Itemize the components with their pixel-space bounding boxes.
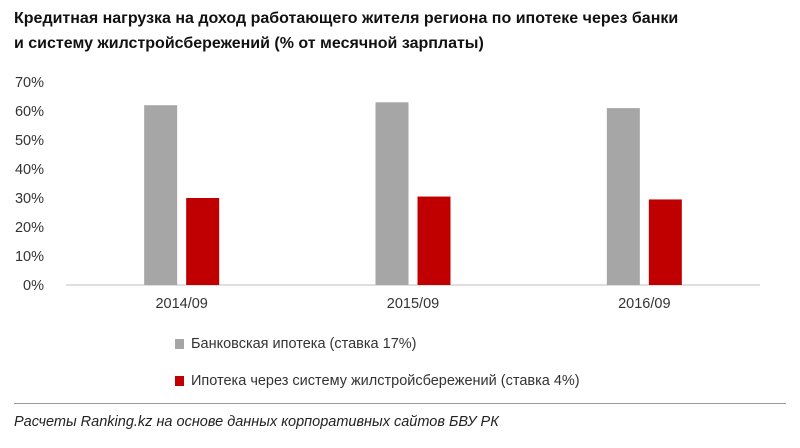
y-tick-label: 50% <box>15 133 44 149</box>
x-tick-label: 2014/09 <box>155 296 207 312</box>
source-note: Расчеты Ranking.kz на основе данных корп… <box>14 414 499 430</box>
footer-divider <box>14 403 786 404</box>
y-tick-label: 0% <box>23 278 44 294</box>
legend-label-housing-savings: Ипотека через систему жилстройсбережений… <box>191 373 580 389</box>
y-tick-label: 10% <box>15 249 44 265</box>
bar-bank-mortgage <box>606 108 640 285</box>
bar-bank-mortgage <box>144 105 178 285</box>
y-tick-label: 70% <box>15 75 44 91</box>
chart-legend: Банковская ипотека (ставка 17%) Ипотека … <box>175 334 580 408</box>
legend-item-bank-mortgage: Банковская ипотека (ставка 17%) <box>175 334 580 354</box>
y-tick-label: 40% <box>15 162 44 178</box>
legend-item-housing-savings: Ипотека через систему жилстройсбережений… <box>175 371 580 391</box>
bar-housing-savings <box>417 196 451 285</box>
legend-swatch-housing-savings <box>175 376 184 386</box>
legend-swatch-bank-mortgage <box>175 339 184 349</box>
y-tick-label: 20% <box>15 220 44 236</box>
y-tick-label: 60% <box>15 104 44 120</box>
bar-housing-savings <box>186 198 220 285</box>
chart-title-line-1: Кредитная нагрузка на доход работающего … <box>14 10 679 27</box>
bar-housing-savings <box>648 199 682 285</box>
y-tick-label: 30% <box>15 191 44 207</box>
bar-chart: 0% 10% 20% 30% 40% 50% 60% 70% 2014/09 2015/09 201… <box>15 75 760 312</box>
bar-bank-mortgage <box>375 102 409 285</box>
chart-title-line-2: и систему жилстройсбережений (% от месяч… <box>14 35 484 52</box>
chart-title: Кредитная нагрузка на доход работающего … <box>14 6 784 56</box>
x-tick-label: 2015/09 <box>387 296 439 312</box>
legend-label-bank-mortgage: Банковская ипотека (ставка 17%) <box>191 336 417 352</box>
x-tick-label: 2016/09 <box>618 296 670 312</box>
